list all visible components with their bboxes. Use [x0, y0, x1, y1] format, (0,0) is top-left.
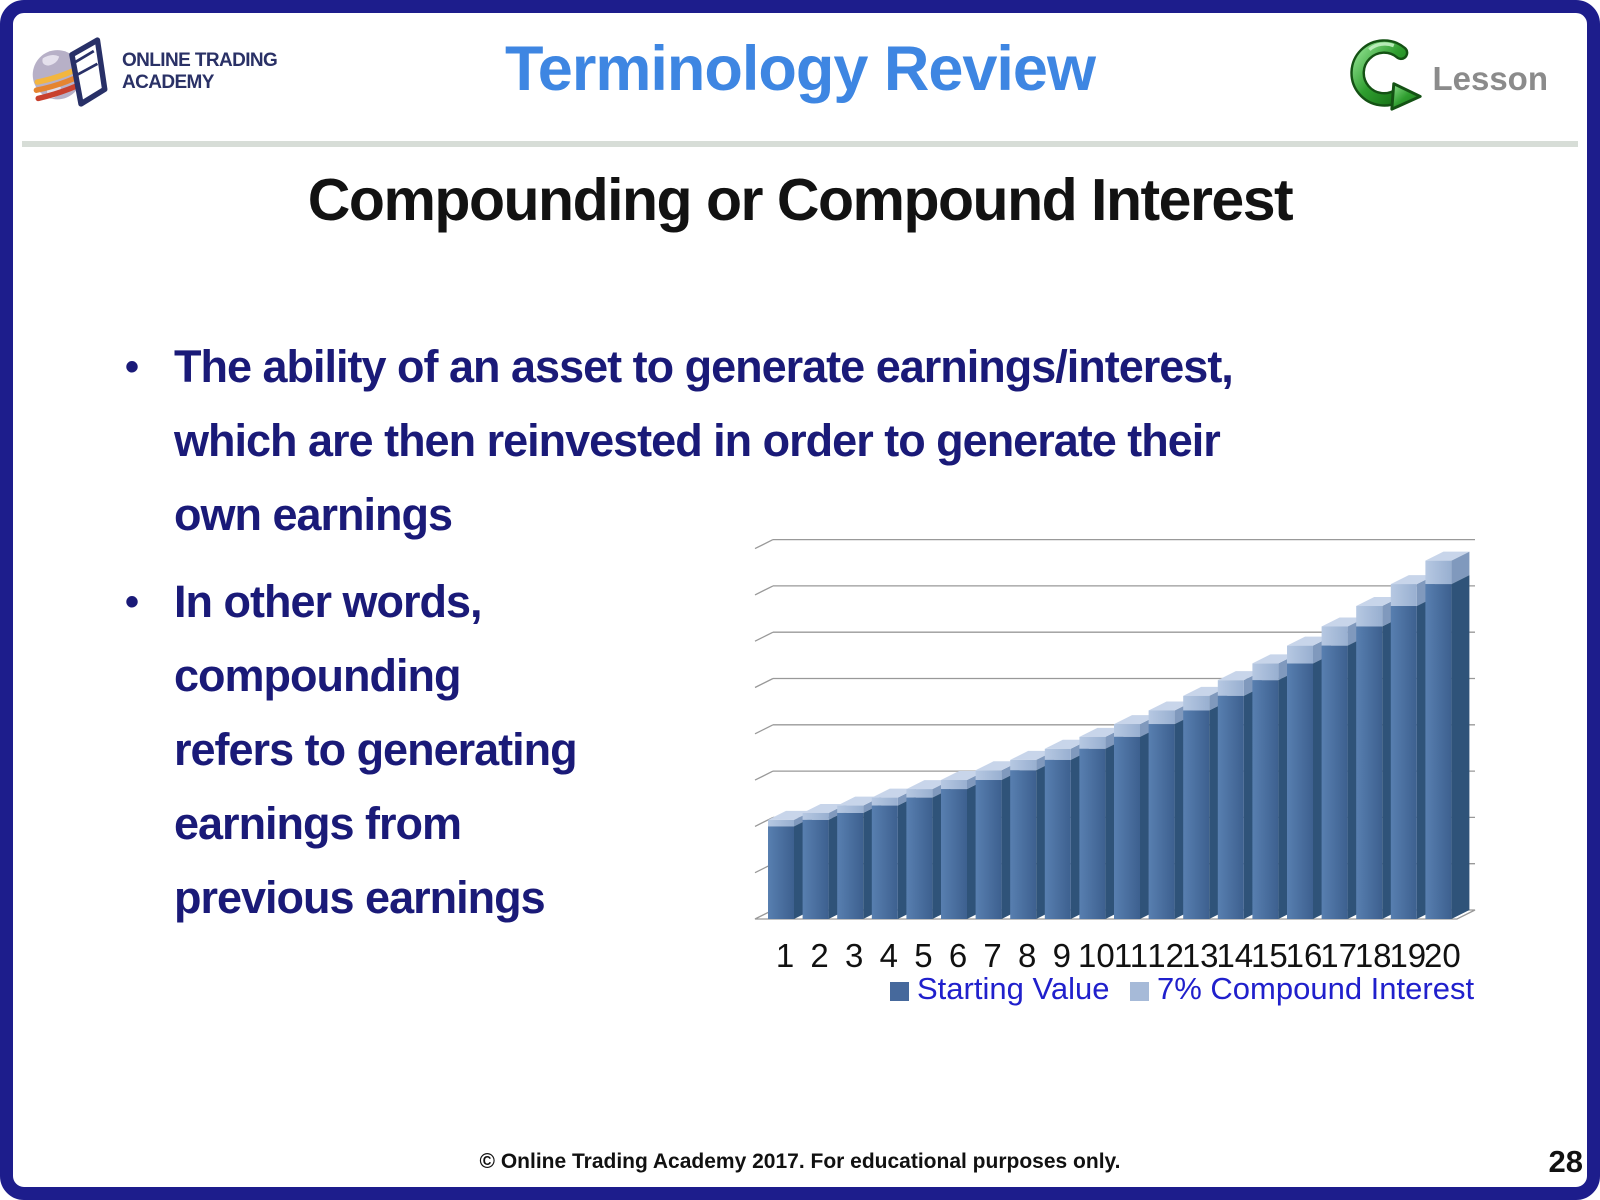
- x-axis-label: 13: [1182, 937, 1219, 974]
- x-axis-label: 14: [1216, 937, 1253, 974]
- x-axis-label: 11: [1114, 937, 1148, 974]
- bullet-marker: •: [124, 580, 139, 624]
- green-loop-arrow-icon: [1350, 39, 1423, 111]
- bullet-item: • The ability of an asset to generate ea…: [90, 330, 1234, 552]
- x-axis-label: 3: [845, 937, 863, 974]
- legend-label-compound-interest: 7% Compound Interest: [1157, 971, 1474, 1006]
- chart-bar: [1425, 551, 1470, 919]
- logo-text-line2: ACADEMY: [122, 72, 214, 93]
- legend-label-starting-value: Starting Value: [917, 971, 1109, 1006]
- x-axis-label: 1: [776, 937, 794, 974]
- globe-book-icon: [32, 37, 108, 107]
- bullet-item: • In other words, compounding refers to ge…: [90, 565, 578, 935]
- slide-heading: Compounding or Compound Interest: [307, 167, 1294, 233]
- bullet-text: The ability of an asset to generate earn…: [174, 341, 1234, 540]
- x-axis-label: 17: [1320, 937, 1357, 974]
- x-axis-label: 4: [880, 937, 898, 974]
- x-axis-label: 7: [983, 937, 1001, 974]
- x-axis-label: 10: [1078, 937, 1115, 974]
- page-title: Terminology Review: [505, 34, 1096, 104]
- logo-text-line1: ONLINE TRADING: [122, 50, 278, 71]
- page-number: 28: [1548, 1144, 1583, 1179]
- x-axis-label: 2: [810, 937, 828, 974]
- x-axis-label: 20: [1424, 937, 1461, 974]
- x-axis-label: 8: [1018, 937, 1036, 974]
- lesson-label: Lesson: [1432, 60, 1548, 97]
- x-axis-label: 5: [914, 937, 932, 974]
- x-axis-label: 15: [1251, 937, 1288, 974]
- bullet-marker: •: [124, 345, 139, 389]
- ota-logo: ONLINE TRADING ACADEMY: [30, 34, 278, 110]
- copyright-text: © Online Trading Academy 2017. For educa…: [479, 1150, 1121, 1173]
- x-axis-label: 12: [1147, 937, 1184, 974]
- compound-interest-chart: 1 2 3 4 5 6 7 8 9 10 11 12 13 14 15 16 17 18 19 20 Starting …: [740, 512, 1500, 1017]
- x-axis-label: 6: [949, 937, 967, 974]
- x-axis-label: 16: [1286, 937, 1323, 974]
- x-axis-label: 19: [1389, 937, 1426, 974]
- header-separator: [22, 141, 1578, 147]
- chart-canvas: 1 2 3 4 5 6 7 8 9 10 11 121314151617181920Starting …: [754, 538, 1476, 1006]
- x-axis-label: 9: [1053, 937, 1071, 974]
- x-axis-label: 18: [1355, 937, 1392, 974]
- lesson-badge: Lesson: [1340, 22, 1548, 122]
- bullet-text: In other words, compounding refers to gene…: [174, 576, 578, 923]
- chart-legend: Starting Value 7% Compound Interest: [890, 971, 1474, 1006]
